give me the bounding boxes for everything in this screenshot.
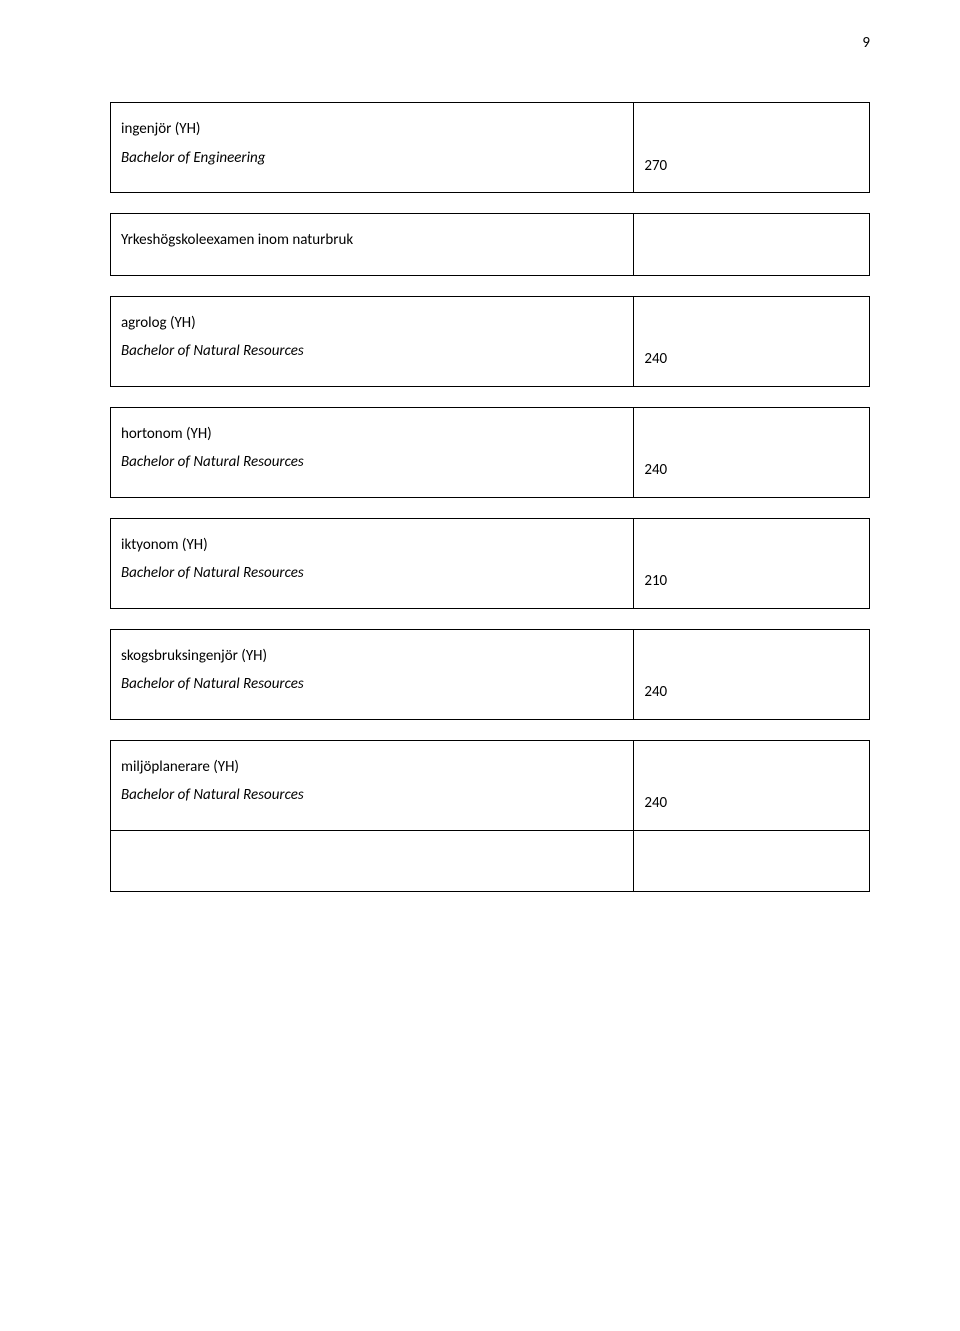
row-title: agrolog (YH) xyxy=(121,309,623,338)
table-row: hortonom (YH)Bachelor of Natural Resourc… xyxy=(111,407,870,497)
table-block: iktyonom (YH)Bachelor of Natural Resourc… xyxy=(110,518,870,609)
table-row xyxy=(111,830,870,892)
row-subtitle: Bachelor of Natural Resources xyxy=(121,337,623,366)
row-subtitle: Bachelor of Natural Resources xyxy=(121,781,623,810)
row-subtitle: Bachelor of Natural Resources xyxy=(121,670,623,699)
table-block: hortonom (YH)Bachelor of Natural Resourc… xyxy=(110,407,870,498)
tables-container: ingenjör (YH)Bachelor of Engineering270Y… xyxy=(110,102,870,892)
row-value-cell xyxy=(634,214,870,276)
table-row: ingenjör (YH)Bachelor of Engineering270 xyxy=(111,103,870,193)
table-block: skogsbruksingenjör (YH)Bachelor of Natur… xyxy=(110,629,870,720)
row-value-cell xyxy=(634,830,870,892)
row-value-cell: 240 xyxy=(634,407,870,497)
table-block: ingenjör (YH)Bachelor of Engineering270 xyxy=(110,102,870,193)
table-row: miljöplanerare (YH)Bachelor of Natural R… xyxy=(111,740,870,830)
table-row: Yrkeshögskoleexamen inom naturbruk xyxy=(111,214,870,276)
row-value-cell: 210 xyxy=(634,518,870,608)
row-label-cell xyxy=(111,830,634,892)
row-title: hortonom (YH) xyxy=(121,420,623,449)
table-block: miljöplanerare (YH)Bachelor of Natural R… xyxy=(110,740,870,893)
row-value-cell: 240 xyxy=(634,740,870,830)
row-value-cell: 270 xyxy=(634,103,870,193)
table-row: iktyonom (YH)Bachelor of Natural Resourc… xyxy=(111,518,870,608)
row-subtitle: Bachelor of Natural Resources xyxy=(121,448,623,477)
row-label-cell: miljöplanerare (YH)Bachelor of Natural R… xyxy=(111,740,634,830)
row-title: skogsbruksingenjör (YH) xyxy=(121,642,623,671)
row-label-cell: skogsbruksingenjör (YH)Bachelor of Natur… xyxy=(111,629,634,719)
row-subtitle: Bachelor of Natural Resources xyxy=(121,559,623,588)
row-title: ingenjör (YH) xyxy=(121,115,623,144)
row-label-cell: hortonom (YH)Bachelor of Natural Resourc… xyxy=(111,407,634,497)
table-row: agrolog (YH)Bachelor of Natural Resource… xyxy=(111,296,870,386)
row-value-cell: 240 xyxy=(634,296,870,386)
table-block: agrolog (YH)Bachelor of Natural Resource… xyxy=(110,296,870,387)
row-value-cell: 240 xyxy=(634,629,870,719)
page-number: 9 xyxy=(862,34,870,52)
row-label-cell: ingenjör (YH)Bachelor of Engineering xyxy=(111,103,634,193)
page: 9 ingenjör (YH)Bachelor of Engineering27… xyxy=(0,0,960,932)
row-label-cell: iktyonom (YH)Bachelor of Natural Resourc… xyxy=(111,518,634,608)
row-label-cell: agrolog (YH)Bachelor of Natural Resource… xyxy=(111,296,634,386)
row-subtitle: Bachelor of Engineering xyxy=(121,144,623,173)
row-title: iktyonom (YH) xyxy=(121,531,623,560)
table-block: Yrkeshögskoleexamen inom naturbruk xyxy=(110,213,870,276)
table-row: skogsbruksingenjör (YH)Bachelor of Natur… xyxy=(111,629,870,719)
row-label-cell: Yrkeshögskoleexamen inom naturbruk xyxy=(111,214,634,276)
row-title: miljöplanerare (YH) xyxy=(121,753,623,782)
row-title: Yrkeshögskoleexamen inom naturbruk xyxy=(121,226,623,255)
